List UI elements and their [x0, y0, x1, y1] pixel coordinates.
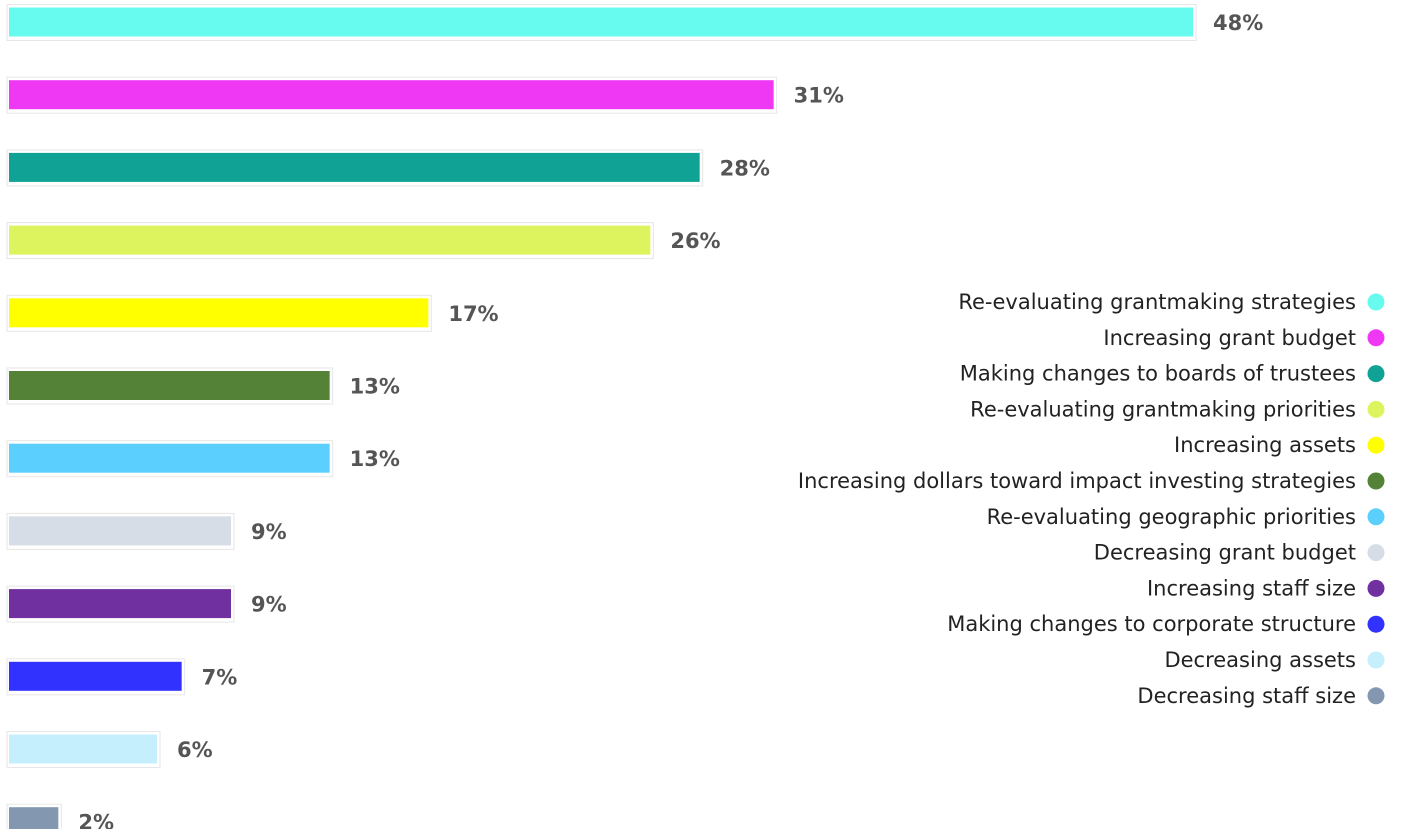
legend-label-re-evaluating-geographic-priorities: Re-evaluating geographic priorities — [987, 505, 1356, 529]
value-label-increasing-dollars-toward-impact-investing-strategies: 13% — [350, 375, 400, 399]
legend-label-increasing-grant-budget: Increasing grant budget — [1103, 326, 1356, 350]
value-label-re-evaluating-grantmaking-strategies: 48% — [1213, 11, 1263, 35]
legend-label-re-evaluating-grantmaking-strategies: Re-evaluating grantmaking strategies — [958, 290, 1356, 314]
value-label-re-evaluating-geographic-priorities: 13% — [350, 447, 400, 471]
bar-increasing-assets — [9, 298, 429, 328]
bar-decreasing-assets — [9, 734, 157, 764]
legend-marker-making-changes-to-corporate-structure — [1367, 615, 1385, 633]
value-label-decreasing-assets: 6% — [177, 738, 213, 762]
bar-decreasing-staff-size — [9, 807, 59, 829]
legend-marker-increasing-staff-size — [1367, 579, 1385, 597]
bar-re-evaluating-geographic-priorities — [9, 443, 330, 473]
legend-label-increasing-dollars-toward-impact-investing-strategies: Increasing dollars toward impact investi… — [798, 469, 1356, 493]
legend-label-decreasing-assets: Decreasing assets — [1164, 648, 1356, 672]
legend-marker-decreasing-assets — [1367, 651, 1385, 669]
bar-re-evaluating-grantmaking-priorities — [9, 225, 651, 255]
value-label-decreasing-grant-budget: 9% — [251, 520, 287, 544]
value-label-making-changes-to-boards-of-trustees: 28% — [720, 156, 770, 180]
legend-marker-increasing-grant-budget — [1367, 329, 1385, 347]
value-label-increasing-staff-size: 9% — [251, 593, 287, 617]
bar-increasing-dollars-toward-impact-investing-strategies — [9, 371, 330, 400]
bar-making-changes-to-boards-of-trustees — [9, 152, 700, 182]
bars-group: 48% 31% 28% 26% 17% 13% 13% 9% 9% 7% 6% 2% — [6, 4, 1263, 829]
bar-increasing-staff-size — [9, 589, 231, 619]
legend-label-increasing-assets: Increasing assets — [1174, 433, 1356, 457]
legend-marker-re-evaluating-grantmaking-strategies — [1367, 293, 1385, 311]
value-label-decreasing-staff-size: 2% — [78, 811, 114, 829]
legend-marker-decreasing-staff-size — [1367, 687, 1385, 705]
value-label-re-evaluating-grantmaking-priorities: 26% — [670, 229, 720, 253]
legend-marker-re-evaluating-grantmaking-priorities — [1367, 400, 1385, 418]
legend-marker-decreasing-grant-budget — [1367, 544, 1385, 562]
legend-marker-increasing-assets — [1367, 436, 1385, 454]
legend-label-increasing-staff-size: Increasing staff size — [1147, 576, 1356, 600]
bar-making-changes-to-corporate-structure — [9, 661, 182, 691]
bar-decreasing-grant-budget — [9, 516, 231, 546]
bar-re-evaluating-grantmaking-strategies — [9, 7, 1193, 37]
legend-label-making-changes-to-corporate-structure: Making changes to corporate structure — [947, 612, 1356, 636]
legend-marker-increasing-dollars-toward-impact-investing-strategies — [1367, 472, 1385, 490]
value-label-increasing-assets: 17% — [448, 302, 498, 326]
bar-increasing-grant-budget — [9, 80, 774, 110]
legend-label-decreasing-staff-size: Decreasing staff size — [1137, 684, 1356, 708]
legend-label-decreasing-grant-budget: Decreasing grant budget — [1094, 541, 1356, 565]
legend: Re-evaluating grantmaking strategies Incr… — [798, 290, 1385, 708]
value-label-making-changes-to-corporate-structure: 7% — [202, 665, 238, 689]
legend-label-re-evaluating-grantmaking-priorities: Re-evaluating grantmaking priorities — [970, 397, 1356, 421]
legend-marker-re-evaluating-geographic-priorities — [1367, 508, 1385, 526]
legend-marker-making-changes-to-boards-of-trustees — [1367, 365, 1385, 383]
legend-label-making-changes-to-boards-of-trustees: Making changes to boards of trustees — [960, 362, 1356, 386]
value-label-increasing-grant-budget: 31% — [794, 84, 844, 108]
